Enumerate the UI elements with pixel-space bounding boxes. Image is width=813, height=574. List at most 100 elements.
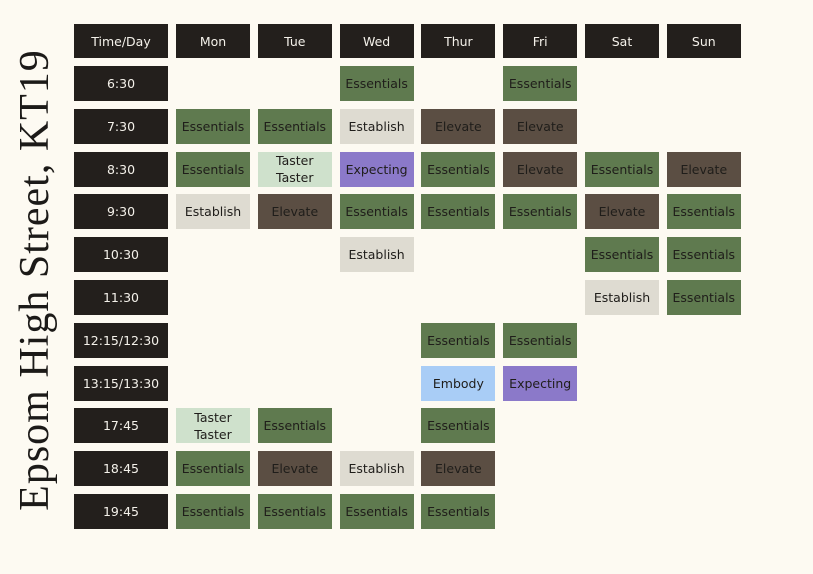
class-cell: Essentials <box>257 108 332 144</box>
header-cell: Sat <box>585 24 659 58</box>
time-cell: 18:45 <box>74 451 168 487</box>
class-text: Essentials <box>427 504 490 519</box>
class-text: Elevate <box>435 118 482 134</box>
time-text: 8:30 <box>106 161 136 177</box>
header-text: Time/Day <box>91 33 151 49</box>
class-text: Elevate <box>516 161 564 177</box>
class-cell: Essentials <box>585 237 659 273</box>
class-cell: Essentials <box>257 494 332 529</box>
class-cell: Elevate <box>421 451 496 487</box>
class-text: Essentials <box>427 332 490 348</box>
class-text: Establish <box>348 247 405 263</box>
class-cell: Elevate <box>421 108 496 144</box>
time-text: 13:15/13:30 <box>82 375 160 391</box>
class-text: Essentials <box>508 76 572 91</box>
time-cell: 8:30 <box>74 151 168 187</box>
time-cell: 13:15/13:30 <box>74 365 168 401</box>
class-cell: Elevate <box>503 151 578 187</box>
class-cell: Establish <box>585 280 659 315</box>
class-cell: Essentials <box>421 194 496 230</box>
time-text: 9:30 <box>106 204 136 220</box>
class-text: Taster <box>194 426 232 442</box>
class-cell: Essentials <box>585 151 659 187</box>
class-text: Elevate <box>516 118 564 134</box>
class-text: Essentials <box>672 290 736 305</box>
class-cell: Essentials <box>176 494 250 529</box>
time-cell: 10:30 <box>74 237 168 273</box>
class-cell: Essentials <box>666 237 741 273</box>
time-text: 19:45 <box>102 504 140 519</box>
class-cell: Establish <box>176 194 250 230</box>
class-text: Essentials <box>181 504 245 519</box>
time-cell: 6:30 <box>74 66 168 101</box>
time-cell: 12:15/12:30 <box>74 322 168 358</box>
class-text: Elevate <box>435 461 482 477</box>
class-text: Essentials <box>672 247 736 263</box>
class-cell: Elevate <box>257 451 332 487</box>
time-text: 18:45 <box>102 461 140 477</box>
class-cell: Essentials <box>503 66 578 101</box>
time-text: 11:30 <box>102 290 140 305</box>
class-text: Essentials <box>263 504 327 519</box>
class-text: Taster <box>194 409 232 425</box>
class-text: Establish <box>348 461 405 477</box>
class-cell: Essentials <box>666 280 741 315</box>
header-cell: Thur <box>421 24 496 58</box>
class-text: Essentials <box>345 204 408 220</box>
time-text: 7:30 <box>106 118 136 134</box>
class-text: Essentials <box>263 418 327 434</box>
class-text: Elevate <box>271 204 319 220</box>
header-text: Tue <box>284 33 306 49</box>
class-text: Essentials <box>263 118 327 134</box>
class-cell: Establish <box>339 451 414 487</box>
class-text: Essentials <box>427 204 490 220</box>
class-cell: Essentials <box>176 451 250 487</box>
class-cell: Essentials <box>421 408 496 444</box>
class-cell: Essentials <box>421 494 496 529</box>
class-cell: Elevate <box>503 108 578 144</box>
time-cell: 19:45 <box>74 494 168 529</box>
time-text: 12:15/12:30 <box>82 332 160 348</box>
header-text: Wed <box>362 33 391 49</box>
time-cell: 9:30 <box>74 194 168 230</box>
class-text: Taster <box>276 153 314 169</box>
header-cell: Sun <box>666 24 741 58</box>
class-cell: Essentials <box>257 408 332 444</box>
header-cell: Wed <box>339 24 414 58</box>
class-cell: Essentials <box>339 66 414 101</box>
class-cell: Establish <box>339 108 414 144</box>
class-cell: Essentials <box>421 151 496 187</box>
time-cell: 7:30 <box>74 108 168 144</box>
class-text: Essentials <box>508 332 572 348</box>
class-text: Elevate <box>598 204 646 220</box>
class-cell: Essentials <box>503 322 578 358</box>
class-text: Elevate <box>680 161 728 177</box>
class-text: Essentials <box>181 161 245 177</box>
class-cell: Establish <box>339 237 414 273</box>
class-cell: Elevate <box>257 194 332 230</box>
class-cell: Taster Taster <box>176 408 250 444</box>
class-text: Essentials <box>508 204 572 220</box>
class-text: Expecting <box>345 161 408 177</box>
header-text: Sat <box>611 33 633 49</box>
time-text: 6:30 <box>106 76 136 91</box>
class-text: Essentials <box>345 504 408 519</box>
class-text: Essentials <box>181 118 245 134</box>
class-cell: Essentials <box>339 494 414 529</box>
header-text: Mon <box>199 33 227 49</box>
vertical-title: Epsom High Street, KT19 <box>12 49 58 511</box>
class-cell: Essentials <box>666 194 741 230</box>
time-cell: 17:45 <box>74 408 168 444</box>
class-text: Essentials <box>672 204 736 220</box>
header-cell: Tue <box>257 24 332 58</box>
class-cell: Essentials <box>503 194 578 230</box>
time-cell: 11:30 <box>74 280 168 315</box>
class-text: Establish <box>593 290 651 305</box>
class-cell: Essentials <box>421 322 496 358</box>
class-text: Establish <box>184 204 242 220</box>
time-text: 17:45 <box>102 418 140 434</box>
class-cell: Elevate <box>666 151 741 187</box>
header-text: Thur <box>444 33 473 49</box>
class-text: Establish <box>348 118 405 134</box>
